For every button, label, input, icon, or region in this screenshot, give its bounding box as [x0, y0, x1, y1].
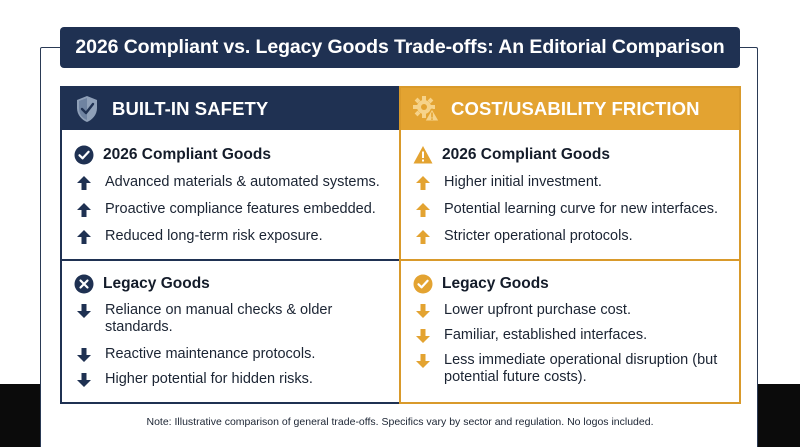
list-item: Advanced materials & automated systems. [76, 174, 380, 191]
arrow-up-icon [77, 203, 91, 217]
compliant-heading-friction: 2026 Compliant Goods [413, 145, 610, 165]
check-circle-icon [74, 145, 94, 165]
list-item: Stricter operational protocols. [415, 228, 633, 245]
section-divider [62, 259, 399, 261]
arrow-down-icon [416, 329, 430, 343]
list-item: Potential learning curve for new interfa… [415, 201, 718, 218]
list-item-text: Stricter operational protocols. [444, 228, 633, 244]
shield-check-icon [72, 94, 102, 124]
list-item: Higher potential for hidden risks. [76, 371, 313, 388]
panel-header-friction: COST/USABILITY FRICTION [401, 88, 739, 130]
list-item: Higher initial investment. [415, 174, 602, 191]
compliant-heading-label: 2026 Compliant Goods [103, 146, 271, 163]
footnote: Note: Illustrative comparison of general… [146, 416, 654, 428]
legacy-heading-safety: Legacy Goods [74, 274, 210, 294]
list-item-text: Potential learning curve for new interfa… [444, 201, 719, 217]
list-item: Lower upfront purchase cost. [415, 302, 631, 319]
list-item-text: Proactive compliance features embedded. [105, 201, 376, 217]
arrow-up-icon [77, 230, 91, 244]
panel-header-safety: BUILT-IN SAFETY [62, 88, 399, 130]
list-item-text: Reduced long-term risk exposure. [105, 228, 323, 244]
cost-usability-panel: COST/USABILITY FRICTION 2026 Compliant G… [399, 86, 741, 404]
page-title: 2026 Compliant vs. Legacy Goods Trade-of… [75, 36, 725, 58]
arrow-down-icon [416, 304, 430, 318]
arrow-down-icon [77, 373, 91, 387]
panel-title-friction: COST/USABILITY FRICTION [451, 98, 700, 119]
list-item-text: Advanced materials & automated systems. [105, 174, 380, 190]
gear-warning-icon [411, 94, 441, 124]
arrow-up-icon [77, 176, 91, 190]
list-item: Reactive maintenance protocols. [76, 346, 315, 363]
arrow-down-icon [77, 304, 91, 318]
list-item: Proactive compliance features embedded. [76, 201, 376, 218]
list-item-text: Higher potential for hidden risks. [105, 371, 313, 387]
arrow-up-icon [416, 176, 430, 190]
list-item: Reliance on manual checks & older standa… [76, 302, 376, 336]
list-item-text: Reactive maintenance protocols. [105, 346, 316, 362]
list-item-text: Higher initial investment. [444, 174, 602, 190]
legacy-heading-label: Legacy Goods [103, 275, 210, 292]
compliant-heading-safety: 2026 Compliant Goods [74, 145, 271, 165]
list-item-text: Reliance on manual checks & older standa… [105, 302, 333, 335]
arrow-down-icon [416, 354, 430, 368]
arrow-down-icon [77, 348, 91, 362]
list-item: Less immediate operational disruption (b… [415, 352, 734, 386]
legacy-heading-label: Legacy Goods [442, 275, 549, 292]
arrow-up-icon [416, 203, 430, 217]
title-bar: 2026 Compliant vs. Legacy Goods Trade-of… [60, 27, 740, 68]
list-item: Familiar, established interfaces. [415, 327, 647, 344]
x-circle-icon [74, 274, 94, 294]
arrow-up-icon [416, 230, 430, 244]
list-item: Reduced long-term risk exposure. [76, 228, 323, 245]
list-item-text: Less immediate operational disruption (b… [444, 352, 718, 385]
section-divider [401, 259, 739, 261]
built-in-safety-panel: BUILT-IN SAFETY 2026 Compliant Goods Adv… [60, 86, 401, 404]
warning-triangle-icon [413, 145, 433, 165]
list-item-text: Familiar, established interfaces. [444, 327, 648, 343]
panel-title-safety: BUILT-IN SAFETY [112, 98, 269, 119]
check-circle-icon [413, 274, 433, 294]
list-item-text: Lower upfront purchase cost. [444, 302, 631, 318]
legacy-heading-friction: Legacy Goods [413, 274, 549, 294]
compliant-heading-label: 2026 Compliant Goods [442, 146, 610, 163]
